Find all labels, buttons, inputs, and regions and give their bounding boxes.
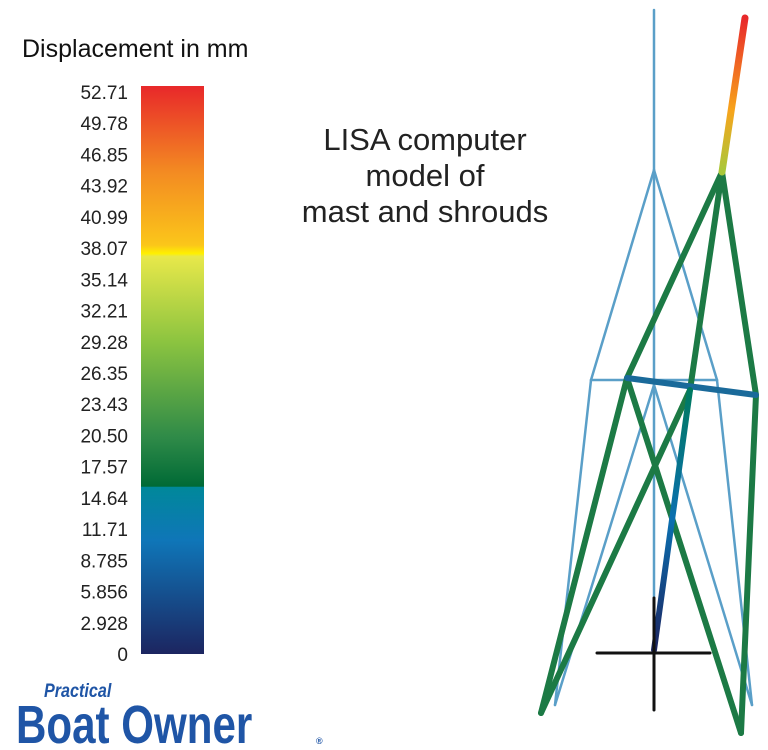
scale-tick-label: 8.785 — [80, 551, 128, 572]
caption-line: LISA computer — [323, 122, 526, 157]
color-scale — [141, 86, 204, 654]
scale-tick-label: 46.85 — [80, 145, 128, 166]
scale-tick-label: 20.50 — [80, 426, 128, 447]
scale-tick-label: 43.92 — [80, 177, 128, 198]
caption-line: model of — [366, 158, 485, 193]
scale-tick-label: 38.07 — [80, 239, 128, 260]
logo-mark: ® — [316, 736, 323, 746]
scale-tick-label: 5.856 — [80, 583, 128, 604]
caption-line: mast and shrouds — [302, 194, 548, 229]
caption: LISA computer model of mast and shrouds — [302, 122, 548, 229]
scale-tick-label: 40.99 — [80, 208, 128, 229]
scale-tick-label: 26.35 — [80, 364, 128, 385]
scale-tick-label: 29.28 — [80, 333, 128, 354]
logo: Practical Boat Owner ® — [16, 680, 323, 750]
scale-tick-label: 52.71 — [80, 83, 128, 104]
scale-tick-label: 32.21 — [80, 302, 128, 323]
scale-tick-label: 49.78 — [80, 114, 128, 135]
scale-tick-label: 0 — [117, 645, 128, 666]
scale-tick-label: 35.14 — [80, 270, 128, 291]
scale-tick-label: 2.928 — [80, 614, 128, 635]
rig-model — [538, 8, 759, 736]
legend-title: Displacement in mm — [22, 35, 248, 63]
scale-tick-label: 14.64 — [80, 489, 128, 510]
scale-ticks: 52.71 49.78 46.85 43.92 40.99 38.07 35.14 32.21… — [80, 83, 128, 666]
scale-tick-label: 23.43 — [80, 395, 128, 416]
scale-tick-label: 11.71 — [82, 520, 128, 541]
logo-small: Practical — [44, 680, 112, 702]
logo-large: Boat Owner — [16, 695, 252, 750]
scale-tick-label: 17.57 — [80, 458, 128, 479]
